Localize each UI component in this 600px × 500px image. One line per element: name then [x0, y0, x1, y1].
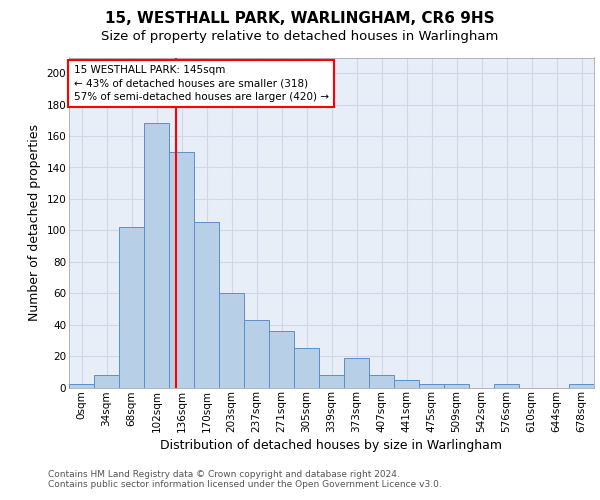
Bar — [244, 320, 269, 388]
Bar — [169, 152, 194, 388]
Bar — [494, 384, 519, 388]
Text: Contains HM Land Registry data © Crown copyright and database right 2024.
Contai: Contains HM Land Registry data © Crown c… — [48, 470, 442, 489]
Bar — [69, 384, 94, 388]
Bar — [569, 384, 594, 388]
Bar — [294, 348, 319, 388]
Bar — [419, 384, 444, 388]
X-axis label: Distribution of detached houses by size in Warlingham: Distribution of detached houses by size … — [161, 440, 503, 452]
Text: Size of property relative to detached houses in Warlingham: Size of property relative to detached ho… — [101, 30, 499, 43]
Bar — [394, 380, 419, 388]
Bar — [344, 358, 369, 388]
Bar — [194, 222, 219, 388]
Bar — [144, 124, 169, 388]
Y-axis label: Number of detached properties: Number of detached properties — [28, 124, 41, 321]
Text: 15 WESTHALL PARK: 145sqm
← 43% of detached houses are smaller (318)
57% of semi-: 15 WESTHALL PARK: 145sqm ← 43% of detach… — [74, 66, 329, 102]
Bar — [444, 384, 469, 388]
Bar — [119, 227, 144, 388]
Bar — [94, 375, 119, 388]
Bar — [319, 375, 344, 388]
Bar — [269, 331, 294, 388]
Bar — [369, 375, 394, 388]
Bar — [219, 293, 244, 388]
Text: 15, WESTHALL PARK, WARLINGHAM, CR6 9HS: 15, WESTHALL PARK, WARLINGHAM, CR6 9HS — [105, 11, 495, 26]
